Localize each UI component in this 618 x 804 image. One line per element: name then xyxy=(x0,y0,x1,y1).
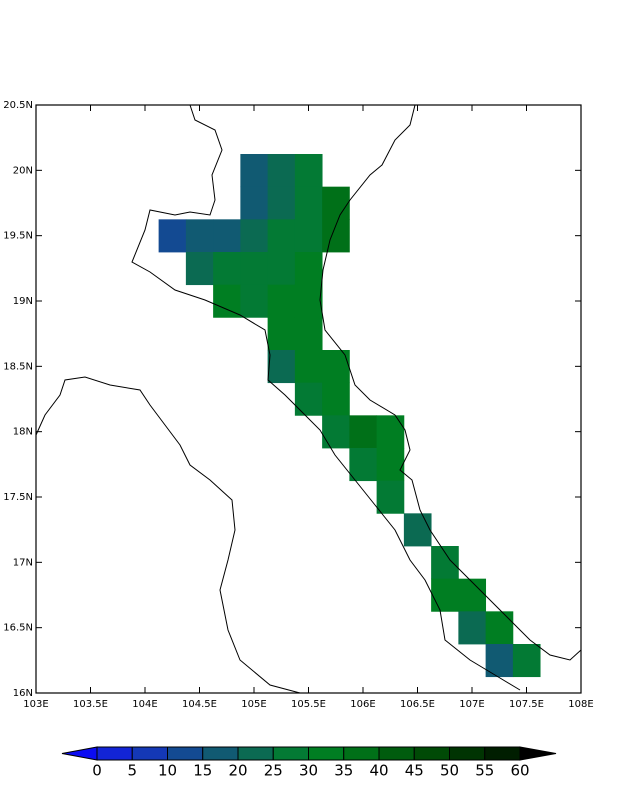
grid-cell xyxy=(267,252,296,286)
colorbar-label: 40 xyxy=(369,762,388,780)
y-tick-label: 20.5N xyxy=(3,100,33,111)
colorbar-label: 15 xyxy=(193,762,212,780)
colorbar-label: 25 xyxy=(264,762,283,780)
y-tick-label: 19N xyxy=(13,296,33,307)
grid-cell xyxy=(240,252,269,286)
colorbar-box xyxy=(96,746,133,761)
grid-cell xyxy=(458,611,487,645)
colorbar-box xyxy=(167,746,204,761)
colorbar-label: 20 xyxy=(228,762,247,780)
grid-cell xyxy=(349,415,378,449)
x-tick-label: 104.5E xyxy=(182,699,217,710)
y-tick-label: 16N xyxy=(13,688,33,699)
colorbar-label: 50 xyxy=(440,762,459,780)
colorbar-label: 5 xyxy=(127,762,137,780)
x-tick-label: 105E xyxy=(241,699,266,710)
y-tick-label: 17.5N xyxy=(3,492,33,503)
colorbar-label: 30 xyxy=(299,762,318,780)
grid-cell xyxy=(322,415,350,449)
grid-cell xyxy=(213,284,241,318)
y-tick-label: 20N xyxy=(13,165,33,176)
x-tick-label: 107.5E xyxy=(509,699,544,710)
grid-cell xyxy=(213,219,241,253)
y-tick-label: 17N xyxy=(13,557,33,568)
grid-cell xyxy=(294,284,323,318)
colorbar-box xyxy=(237,746,274,761)
colorbar-box xyxy=(449,746,486,761)
x-tick-label: 104E xyxy=(132,699,157,710)
x-tick-label: 108E xyxy=(568,699,593,710)
x-tick-label: 105.5E xyxy=(291,699,326,710)
grid-cell xyxy=(294,154,323,188)
grid-cell xyxy=(512,644,541,678)
grid-cell xyxy=(294,382,323,416)
colorbar: 0 5 10 15 20 25 30 35 40 45 50 55 60 xyxy=(61,746,557,780)
grid-cell xyxy=(294,350,323,384)
grid-cell xyxy=(158,219,187,253)
colorbar-label: 45 xyxy=(405,762,424,780)
grid-cell xyxy=(213,252,241,286)
colorbar-box xyxy=(308,746,345,761)
grid-cell xyxy=(376,415,405,449)
grid-cell xyxy=(240,219,269,253)
colorbar-label: 0 xyxy=(92,762,102,780)
x-tick-label: 103.5E xyxy=(73,699,108,710)
grid-cell xyxy=(431,546,459,580)
y-tick-label: 16.5N xyxy=(3,623,33,634)
grid-cell xyxy=(294,317,323,351)
colorbar-label: 35 xyxy=(334,762,353,780)
cells xyxy=(158,154,541,678)
colorbar-box xyxy=(378,746,415,761)
colorbar-box xyxy=(484,746,521,761)
grid-cell xyxy=(485,644,514,678)
x-tick-label: 106.5E xyxy=(400,699,435,710)
grid-cell xyxy=(267,154,296,188)
grid-cell xyxy=(322,382,350,416)
colorbar-label: 55 xyxy=(475,762,494,780)
border xyxy=(35,376,301,694)
colorbar-box xyxy=(343,746,380,761)
grid-cell xyxy=(240,284,269,318)
grid-cell xyxy=(485,611,514,645)
grid-cell xyxy=(185,219,214,253)
grid-cell xyxy=(458,578,487,612)
colorbar-extension xyxy=(519,746,557,761)
x-tick-label: 106E xyxy=(350,699,375,710)
axes: 103E 103.5E 104E 104.5E 105E 105.5E 106E 106.5E… xyxy=(3,100,593,710)
grid-cell xyxy=(267,350,296,384)
grid-cell xyxy=(376,480,405,514)
grid-cell xyxy=(294,252,323,286)
colorbar-label: 10 xyxy=(158,762,177,780)
grid-cell xyxy=(240,154,269,188)
grid-cell xyxy=(349,448,378,482)
colorbar-box xyxy=(202,746,239,761)
y-tick-label: 18N xyxy=(13,427,33,438)
grid-cell xyxy=(267,284,296,318)
grid-cell xyxy=(294,186,323,220)
grid-cell xyxy=(185,252,214,286)
grid-cell xyxy=(322,186,350,220)
colorbar-box xyxy=(131,746,168,761)
coastline xyxy=(319,104,582,661)
colorbar-box xyxy=(413,746,450,761)
grid-cell xyxy=(403,513,432,547)
grid-cell xyxy=(431,578,459,612)
grid-cell xyxy=(267,219,296,253)
coastlines xyxy=(35,104,582,694)
grid-cell xyxy=(267,186,296,220)
grid-cell xyxy=(267,317,296,351)
grid-cell xyxy=(376,448,405,482)
grid-cell xyxy=(322,350,350,384)
x-tick-label: 107E xyxy=(459,699,484,710)
x-tick-label: 103E xyxy=(23,699,48,710)
colorbar-extension xyxy=(61,746,98,761)
y-tick-label: 19.5N xyxy=(3,231,33,242)
colorbar-box xyxy=(272,746,309,761)
border xyxy=(131,104,521,691)
grid-cell xyxy=(294,219,323,253)
y-tick-label: 18.5N xyxy=(3,361,33,372)
colorbar-label: 60 xyxy=(510,762,529,780)
grid-cell xyxy=(240,186,269,220)
